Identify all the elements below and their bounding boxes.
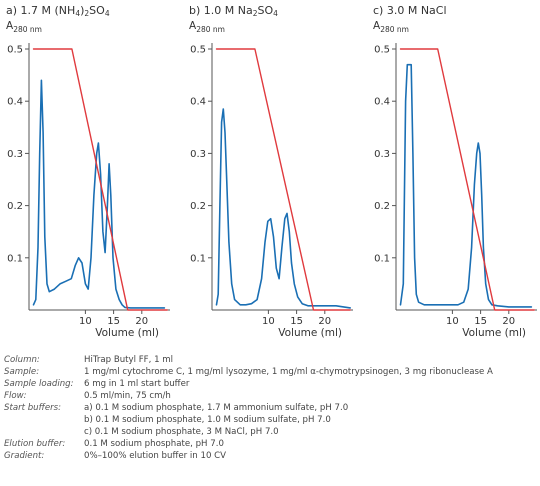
panel-b-y-tick-label: 0.2 (190, 201, 206, 212)
panel-a-y-tick-label: 0.2 (7, 201, 23, 212)
panel-c-y-tick-label: 0.5 (374, 45, 390, 56)
panel-c-x-tick-label: 15 (474, 316, 487, 327)
panel-a-x-tick-label: 15 (107, 316, 120, 327)
condition-row-sample-loading: Sample loading: 6 mg in 1 ml start buffe… (4, 378, 540, 390)
condition-row-gradient: Gradient: 0%–100% elution buffer in 10 C… (4, 450, 540, 462)
chromatogram-panels: a) 1.7 M (NH4)2SO4 A280 nm b) 1.0 M Na2S… (6, 4, 537, 339)
condition-value-group: a) 0.1 M sodium phosphate, 1.7 M ammoniu… (84, 402, 348, 438)
panel-a-y-tick-label: 0.3 (7, 149, 23, 160)
condition-row-column: Column: HiTrap Butyl FF, 1 ml (4, 354, 540, 366)
panel-c-x-axis-label: Volume (ml) (462, 327, 526, 339)
condition-value: b) 0.1 M sodium phosphate, 1.0 M sodium … (84, 415, 331, 425)
condition-value: c) 0.1 M sodium phosphate, 3 M NaCl, pH … (84, 427, 279, 437)
panel-b-x-tick-label: 15 (290, 316, 303, 327)
panel-a-y-tick-label: 0.4 (7, 97, 23, 108)
condition-label: Gradient: (4, 451, 45, 461)
panel-b-absorbance-line (215, 108, 352, 309)
panel-a-gradient-line (32, 48, 168, 311)
condition-label: Column: (4, 355, 40, 365)
panel-b-y-tick-label: 0.1 (190, 253, 206, 264)
panel-a-y-tick-label: 0.1 (7, 253, 23, 264)
condition-value: a) 0.1 M sodium phosphate, 1.7 M ammoniu… (84, 403, 349, 413)
panel-b-title: b) 1.0 M Na2SO4 (189, 4, 278, 18)
panel-c-absorbance-line (399, 63, 533, 308)
panel-b-y-tick-label: 0.5 (190, 45, 206, 56)
panel-c-gradient-line (399, 48, 535, 311)
condition-label: Start buffers: (4, 403, 62, 413)
panel-c-y-tick-label: 0.1 (374, 253, 390, 264)
condition-value: 1 mg/ml cytochrome C, 1 mg/ml lysozyme, … (84, 367, 493, 377)
panel-a-y-tick-label: 0.5 (7, 45, 23, 56)
condition-row-elution-buffer: Elution buffer: 0.1 M sodium phosphate, … (4, 438, 540, 450)
panel-c-x-tick-label: 10 (446, 316, 459, 327)
panel-c-title: c) 3.0 M NaCl (373, 4, 447, 17)
panel-a-y-unit: A280 nm (6, 20, 42, 35)
panel-a-x-tick-label: 20 (135, 316, 148, 327)
panel-b-y-unit: A280 nm (189, 20, 225, 35)
condition-label: Sample: (4, 367, 40, 377)
condition-label: Elution buffer: (4, 439, 66, 449)
panel-c-y-tick-label: 0.2 (374, 201, 390, 212)
run-conditions: Column: HiTrap Butyl FF, 1 ml Sample: 1 … (4, 354, 540, 462)
condition-label: Sample loading: (4, 379, 74, 389)
condition-value: 0%–100% elution buffer in 10 CV (84, 451, 227, 461)
panel-c-x-tick-label: 20 (502, 316, 515, 327)
panel-a-x-axis-label: Volume (ml) (95, 327, 159, 339)
panel-b-x-tick-label: 10 (262, 316, 275, 327)
condition-value: 6 mg in 1 ml start buffer (84, 379, 190, 389)
panel-b-y-tick-label: 0.3 (190, 149, 206, 160)
condition-value: 0.5 ml/min, 75 cm/h (84, 391, 171, 401)
panel-c-y-tick-label: 0.3 (374, 149, 390, 160)
panel-a-absorbance-line (32, 79, 166, 309)
panel-c-y-unit: A280 nm (373, 20, 409, 35)
condition-row-start-buffers: Start buffers: a) 0.1 M sodium phosphate… (4, 402, 540, 438)
panel-a-x-tick-label: 10 (79, 316, 92, 327)
panel-a-title: a) 1.7 M (NH4)2SO4 (6, 4, 110, 18)
panel-c-y-tick-label: 0.4 (374, 97, 390, 108)
panel-b-gradient-line (215, 48, 351, 311)
condition-row-flow: Flow: 0.5 ml/min, 75 cm/h (4, 390, 540, 402)
condition-row-sample: Sample: 1 mg/ml cytochrome C, 1 mg/ml ly… (4, 366, 540, 378)
condition-label: Flow: (4, 391, 27, 401)
condition-value: HiTrap Butyl FF, 1 ml (84, 355, 174, 365)
panel-b-x-tick-label: 20 (318, 316, 331, 327)
panel-b-x-axis-label: Volume (ml) (278, 327, 342, 339)
condition-value: 0.1 M sodium phosphate, pH 7.0 (84, 439, 224, 449)
panel-b-y-tick-label: 0.4 (190, 97, 206, 108)
